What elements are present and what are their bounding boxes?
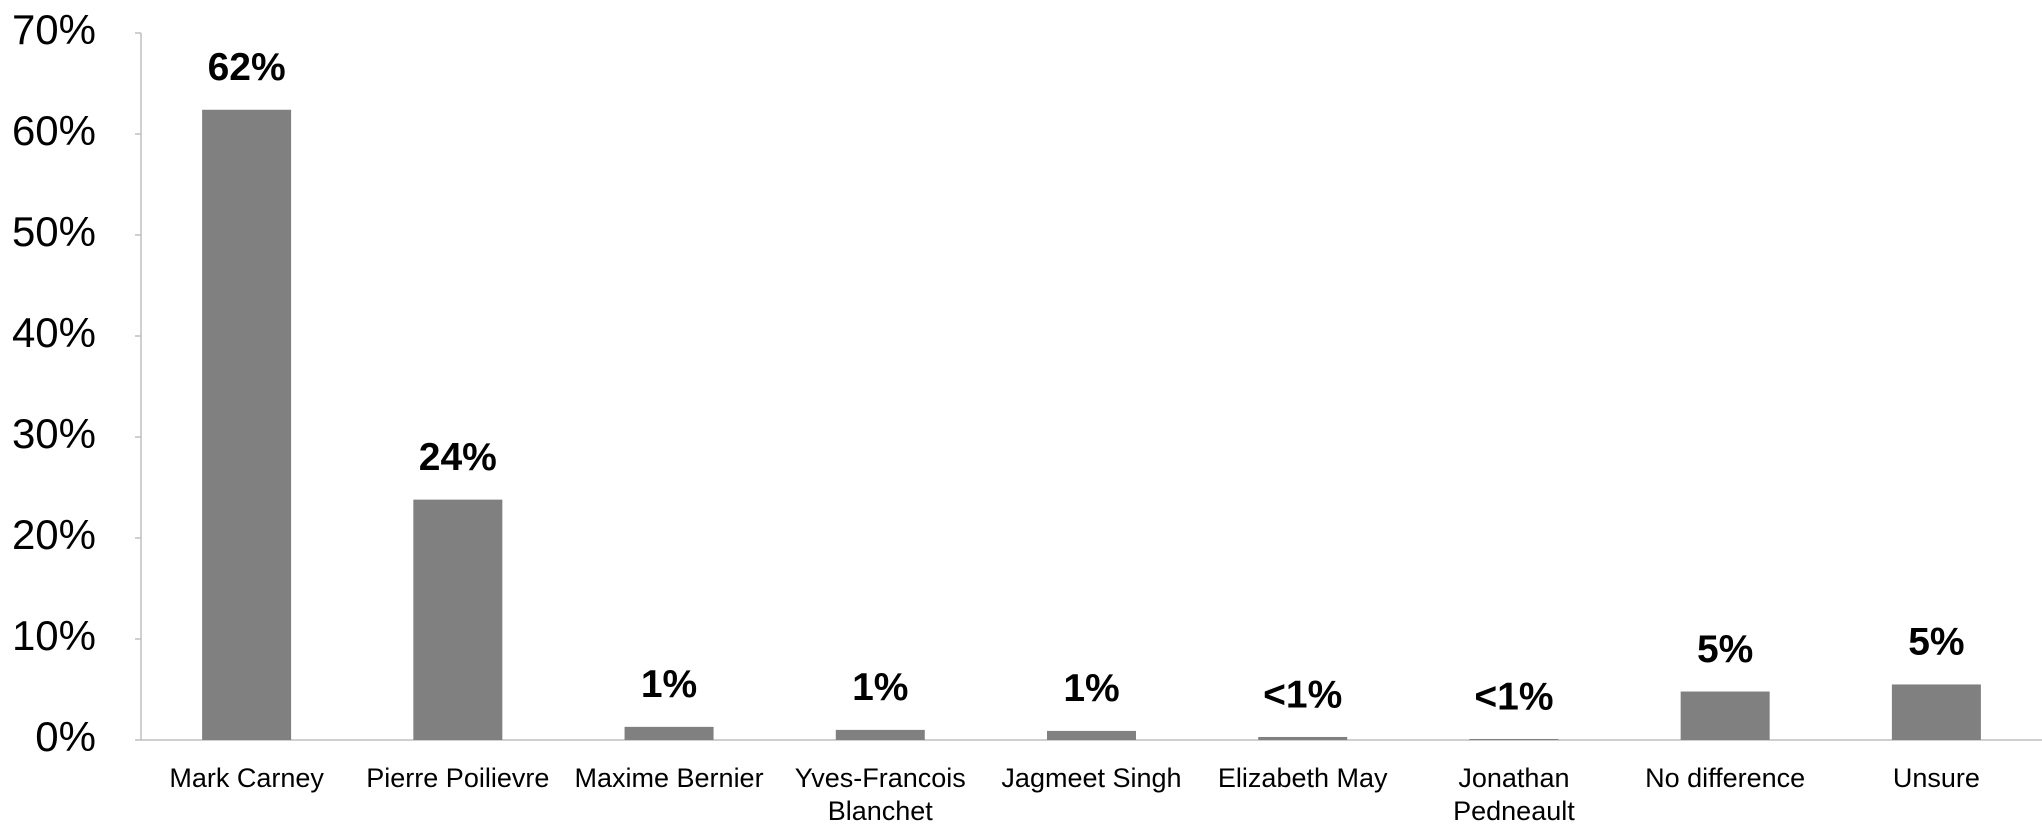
- x-tick-label: Pierre Poilievre: [366, 763, 550, 793]
- bar: [835, 729, 925, 740]
- data-label: 62%: [208, 46, 286, 89]
- data-label: <1%: [1474, 675, 1553, 718]
- bar: [1047, 730, 1136, 740]
- y-tick-label: 0%: [35, 713, 96, 760]
- x-tick-label: Elizabeth May: [1217, 763, 1388, 793]
- data-label: 5%: [1908, 621, 1964, 664]
- bar: [413, 499, 503, 740]
- y-tick-label: 50%: [12, 208, 96, 255]
- x-tick-label: Yves-Francois Blanchet: [794, 763, 966, 826]
- y-tick-label: 20%: [12, 511, 96, 558]
- x-tick-label: Jonathan Pedneault: [1453, 763, 1575, 826]
- bar: [624, 726, 714, 740]
- data-label: 1%: [852, 666, 908, 709]
- data-label: 24%: [419, 436, 497, 479]
- data-label: <1%: [1263, 673, 1342, 716]
- x-tick-label: No difference: [1645, 763, 1806, 793]
- bar: [1258, 736, 1348, 740]
- data-label: 1%: [641, 663, 697, 706]
- y-tick-label: 10%: [12, 612, 96, 659]
- bar: [1469, 738, 1559, 740]
- data-label: 1%: [1063, 667, 1119, 710]
- bar: [202, 109, 292, 740]
- x-tick-label: Mark Carney: [169, 763, 324, 793]
- bar: [1680, 691, 1770, 740]
- x-tick-label: Jagmeet Singh: [1001, 763, 1182, 793]
- y-tick-label: 40%: [12, 309, 96, 356]
- x-tick-label: Maxime Bernier: [574, 763, 764, 793]
- y-tick-label: 30%: [12, 410, 96, 457]
- x-tick-label: Unsure: [1892, 763, 1980, 793]
- y-tick-label: 70%: [12, 6, 96, 53]
- data-label: 5%: [1697, 628, 1753, 671]
- y-tick-label: 60%: [12, 107, 96, 154]
- bar: [1891, 684, 1981, 740]
